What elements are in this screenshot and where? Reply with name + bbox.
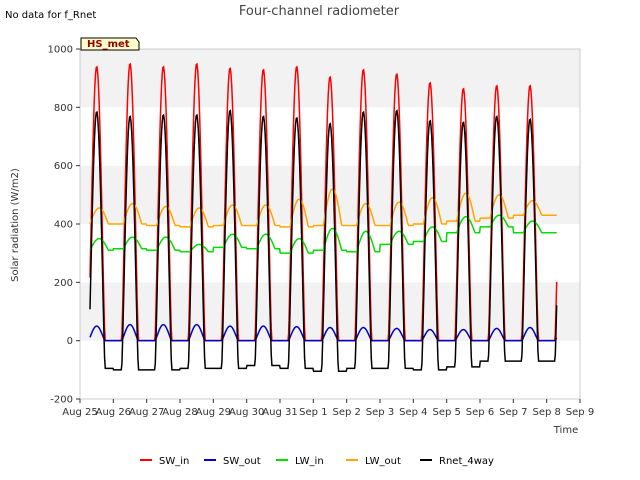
series-line-rnet_4way (89, 109, 558, 373)
x-tick-label: Sep 6 (466, 407, 494, 418)
y-tick-label: 800 (54, 103, 73, 114)
legend-label: LW_in (295, 456, 324, 467)
y-tick-label: 0 (67, 336, 73, 347)
x-tick-label: Sep 1 (299, 407, 327, 418)
legend-label: SW_out (223, 456, 261, 467)
y-tick-label: 400 (54, 220, 73, 231)
grid-band (80, 224, 580, 283)
x-tick-label: Aug 25 (62, 407, 97, 418)
y-tick-label: 1000 (48, 45, 73, 56)
y-axis: -200 0 200 400 600 800 1000 (48, 45, 80, 406)
series-lines (89, 62, 558, 373)
x-tick-label: Aug 30 (229, 407, 264, 418)
y-tick-label: -200 (50, 395, 73, 406)
x-tick-label: Aug 29 (196, 407, 231, 418)
grid-band (80, 165, 580, 224)
station-tag-box (80, 37, 140, 51)
legend: SW_in SW_out LW_in LW_out Rnet_4way (140, 456, 494, 467)
x-tick-label: Sep 9 (566, 407, 594, 418)
y-axis-title: Solar radiation (W/m2) (10, 168, 21, 282)
y-tick-label: 600 (54, 161, 73, 172)
y-tick-label: 200 (54, 278, 73, 289)
x-tick-label: Sep 4 (399, 407, 427, 418)
x-tick-label: Sep 3 (366, 407, 394, 418)
station-tag-label: HS_met (87, 39, 130, 50)
x-tick-label: Aug 26 (96, 407, 131, 418)
legend-label: Rnet_4way (439, 456, 494, 467)
x-tick-label: Sep 5 (432, 407, 460, 418)
chart-title: Four-channel radiometer (239, 4, 400, 19)
legend-label: SW_in (159, 456, 189, 467)
grid-band (80, 107, 580, 166)
x-tick-label: Aug 31 (262, 407, 297, 418)
x-axis-title: Time (553, 425, 578, 436)
grid-band (80, 340, 580, 399)
x-tick-label: Aug 27 (129, 407, 164, 418)
x-tick-label: Sep 2 (332, 407, 360, 418)
x-tick-label: Sep 7 (499, 407, 527, 418)
station-tag: HS_met (80, 37, 140, 51)
no-data-note: No data for f_Rnet (5, 10, 96, 21)
legend-label: LW_out (365, 456, 401, 467)
x-tick-label: Aug 28 (162, 407, 197, 418)
x-tick-label: Sep 8 (532, 407, 560, 418)
grid-band (80, 282, 580, 341)
